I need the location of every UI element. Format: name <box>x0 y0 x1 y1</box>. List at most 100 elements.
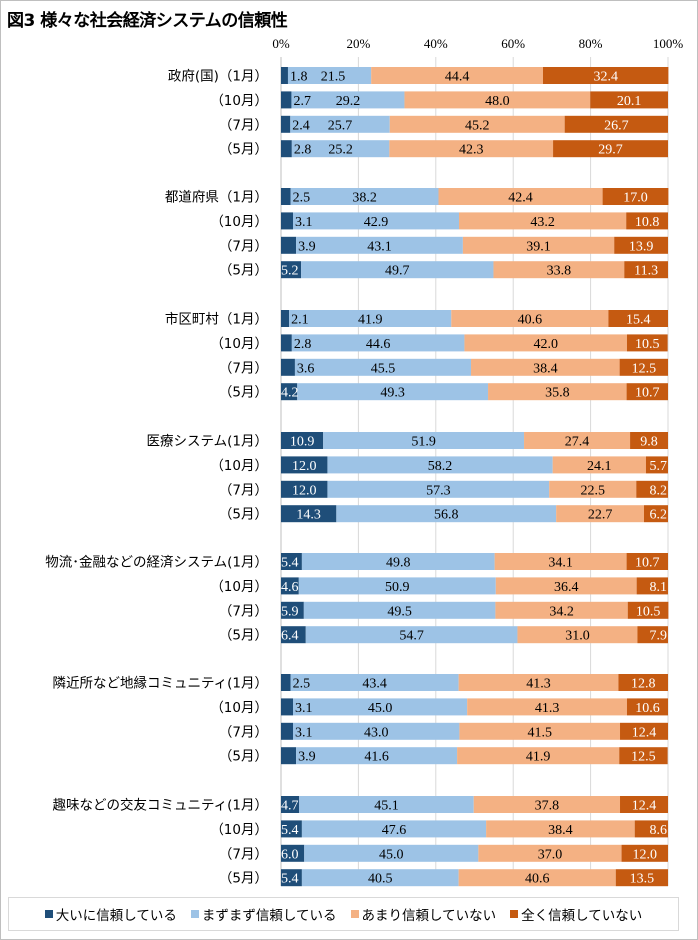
bar-segment <box>291 334 465 352</box>
bar-segment <box>618 674 668 691</box>
bar-segment <box>289 310 452 327</box>
bar-segment <box>281 577 299 595</box>
data-label: 49.8 <box>386 556 411 571</box>
data-label: 34.1 <box>548 556 573 571</box>
bar-segment <box>301 261 494 279</box>
bar-segment <box>281 115 291 133</box>
category-label: （5月） <box>219 628 268 644</box>
bar-segment <box>488 383 627 401</box>
data-label: 12.8 <box>631 677 656 692</box>
bar-segment <box>626 334 668 352</box>
bar-segment <box>281 310 290 327</box>
category-label: （5月） <box>219 385 268 401</box>
category-label: （10月） <box>210 458 268 474</box>
data-label: 12.4 <box>632 799 657 814</box>
data-label: 56.8 <box>434 508 459 523</box>
category-label: （7月） <box>219 238 268 254</box>
bar-segment <box>281 553 302 570</box>
data-label: 41.3 <box>535 701 560 716</box>
data-label: 31.0 <box>565 629 590 644</box>
bar-segment <box>494 553 627 570</box>
bar-segment <box>486 820 635 838</box>
data-label: 5.9 <box>281 604 299 619</box>
data-label: 4.7 <box>281 799 299 814</box>
data-label: 9.8 <box>640 435 658 450</box>
data-label: 45.5 <box>371 361 396 376</box>
bar-segment <box>615 869 668 887</box>
legend-swatch <box>44 910 53 918</box>
x-tick-label: 80% <box>579 36 603 51</box>
data-label: 10.9 <box>290 435 315 450</box>
bar-segment <box>281 674 291 691</box>
data-label: 3.1 <box>295 215 313 230</box>
data-label: 42.3 <box>459 143 484 158</box>
legend-label: 大いに信頼している <box>55 908 177 924</box>
legend-label: 全く信頼していない <box>521 908 643 924</box>
data-label: 5.7 <box>650 459 668 474</box>
bar-segment <box>630 432 668 449</box>
data-label: 22.7 <box>588 508 613 523</box>
bar-segment <box>621 844 668 862</box>
bar-segment <box>281 747 297 765</box>
data-label: 12.0 <box>292 483 317 498</box>
bar-segment <box>620 796 668 813</box>
bar-segment <box>287 67 372 84</box>
bar-segment <box>296 747 458 765</box>
bar-segment <box>619 747 668 765</box>
data-label: 41.3 <box>526 677 551 692</box>
bar-segment <box>626 383 668 401</box>
data-label: 3.9 <box>298 239 316 254</box>
bar-segment <box>304 844 479 862</box>
data-label: 38.4 <box>533 361 558 376</box>
bar-segment <box>305 626 518 644</box>
bar-segment <box>281 383 298 401</box>
bar-segment <box>281 626 306 644</box>
data-label: 37.8 <box>535 799 560 814</box>
x-tick-label: 60% <box>501 36 525 51</box>
category-label: （7月） <box>219 117 268 133</box>
legend-item-somewhat-trust: まずまず信頼している <box>190 904 337 924</box>
bar-segment <box>462 236 615 254</box>
data-label: 12.0 <box>292 459 317 474</box>
bar-segment <box>327 480 550 498</box>
data-label: 2.1 <box>291 313 309 328</box>
bar-segment <box>467 698 627 716</box>
data-label: 41.9 <box>358 313 383 328</box>
bar-segment <box>336 505 557 523</box>
data-label: 10.5 <box>636 604 661 619</box>
data-label: 54.7 <box>399 629 424 644</box>
data-label: 41.5 <box>527 725 552 740</box>
x-tick-label: 20% <box>346 36 370 51</box>
bar-segment <box>292 698 468 716</box>
bar-segment <box>281 456 328 474</box>
data-label: 47.6 <box>382 823 407 838</box>
bar-segment <box>626 553 668 570</box>
data-label: 58.2 <box>428 459 453 474</box>
data-label: 10.5 <box>635 337 660 352</box>
data-label: 8.1 <box>650 580 668 595</box>
data-label: 14.3 <box>296 508 321 523</box>
category-label: （5月） <box>219 871 268 887</box>
bar-segment <box>626 212 668 230</box>
category-label: （7月） <box>219 724 268 740</box>
bar-segment <box>457 747 620 765</box>
data-label: 40.6 <box>525 872 550 887</box>
data-label: 10.6 <box>635 701 660 716</box>
bar-segment <box>281 261 302 279</box>
bar-segment <box>451 310 609 327</box>
bar-segment <box>553 140 668 158</box>
bar-segment <box>473 796 621 813</box>
bar-segment <box>301 553 495 570</box>
data-label: 41.6 <box>364 750 389 765</box>
bar-segment <box>281 358 295 376</box>
legend-swatch <box>510 910 519 918</box>
data-label: 5.4 <box>281 823 299 838</box>
category-label: 政府(国)（1月） <box>168 69 268 85</box>
bar-segment <box>564 115 668 133</box>
bar-segment <box>296 236 463 254</box>
data-label: 49.3 <box>380 386 405 401</box>
data-label: 42.4 <box>508 191 533 206</box>
data-label: 43.1 <box>367 239 392 254</box>
bar-segment <box>292 722 460 740</box>
bar-segment <box>471 358 620 376</box>
